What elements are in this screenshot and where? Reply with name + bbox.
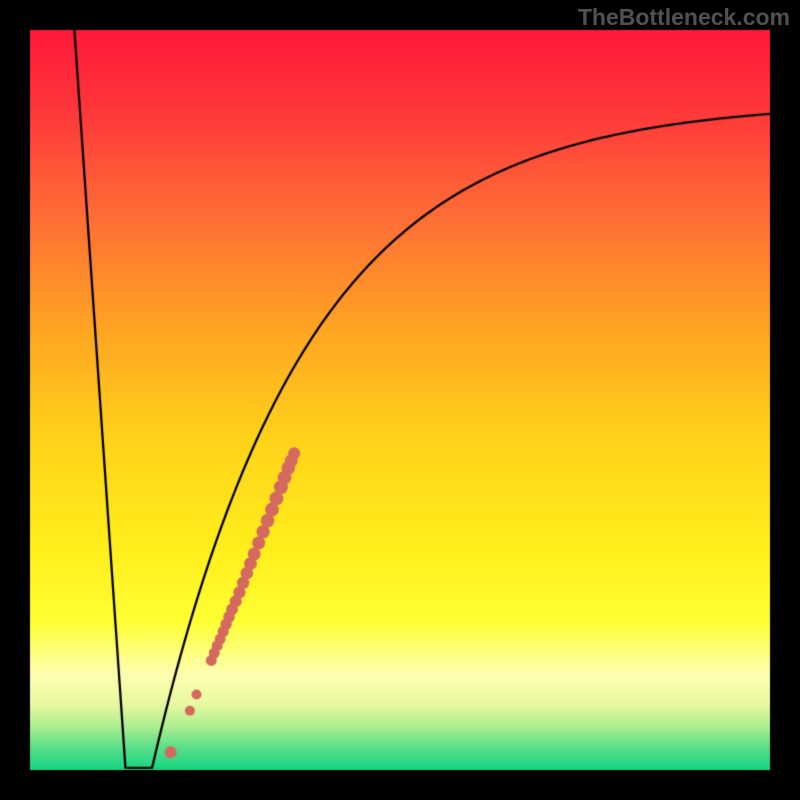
watermark-text: TheBottleneck.com: [578, 4, 790, 31]
chart-stage: TheBottleneck.com: [0, 0, 800, 800]
bottleneck-curve-plot: [0, 0, 800, 800]
